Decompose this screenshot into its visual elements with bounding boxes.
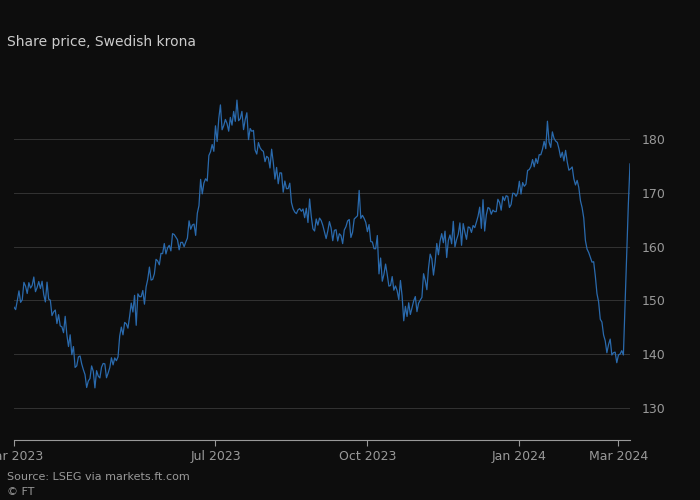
Text: © FT: © FT <box>7 487 34 497</box>
Text: Share price, Swedish krona: Share price, Swedish krona <box>7 35 196 49</box>
Text: Source: LSEG via markets.ft.com: Source: LSEG via markets.ft.com <box>7 472 190 482</box>
